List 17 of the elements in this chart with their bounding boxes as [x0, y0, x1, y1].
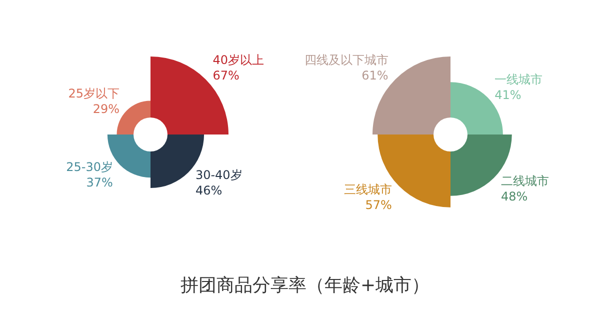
category-label: 40岁以上: [212, 53, 264, 68]
data-label: 48%: [500, 189, 528, 204]
data-label: 67%: [212, 68, 240, 82]
data-label: 57%: [365, 198, 392, 212]
data-label: 46%: [195, 183, 222, 198]
data-label: 41%: [494, 88, 522, 102]
category-label: 25岁以下: [68, 86, 120, 101]
data-label: 37%: [86, 175, 113, 190]
category-label: 一线城市: [494, 72, 543, 86]
category-label: 二线城市: [500, 174, 549, 188]
category-label: 30-40岁: [195, 168, 242, 182]
category-label: 25-30岁: [66, 160, 113, 174]
text: 拼团商品分享率（年龄+城市）: [180, 274, 430, 298]
category-label: 四线及以下城市: [304, 53, 388, 68]
data-label: 29%: [92, 102, 120, 116]
category-label: 三线城市: [344, 182, 392, 197]
data-label: 61%: [362, 68, 388, 82]
